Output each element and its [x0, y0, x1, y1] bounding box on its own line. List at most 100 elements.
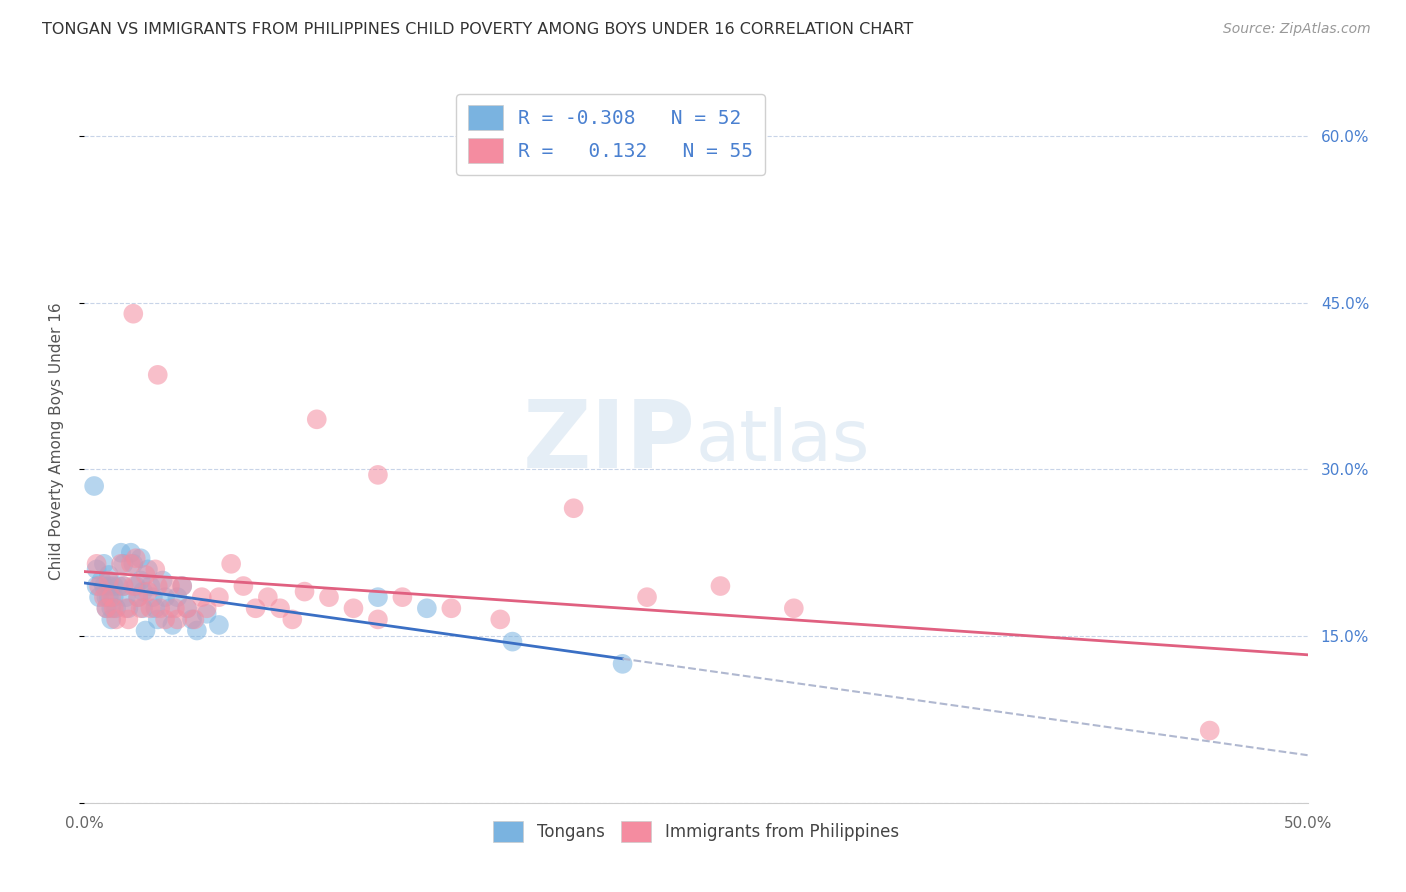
Point: [120, 557, 142, 571]
Point: [195, 601, 218, 615]
Point: [162, 618, 184, 632]
Point: [367, 590, 389, 604]
Point: [117, 612, 139, 626]
Point: [136, 562, 159, 576]
Point: [132, 601, 155, 615]
Point: [93, 579, 115, 593]
Point: [110, 546, 132, 560]
Point: [129, 601, 152, 615]
Point: [232, 579, 254, 593]
Point: [342, 601, 364, 615]
Point: [127, 590, 149, 604]
Point: [139, 601, 162, 615]
Point: [115, 590, 138, 604]
Point: [172, 579, 194, 593]
Point: [132, 584, 155, 599]
Point: [195, 607, 218, 621]
Point: [105, 612, 128, 626]
Point: [502, 634, 524, 648]
Point: [163, 601, 186, 615]
Point: [100, 612, 122, 626]
Point: [149, 601, 172, 615]
Point: [269, 601, 291, 615]
Point: [97, 579, 120, 593]
Point: [87, 590, 110, 604]
Point: [93, 590, 115, 604]
Point: [127, 590, 149, 604]
Point: [86, 557, 108, 571]
Point: [143, 562, 166, 576]
Point: [112, 579, 135, 593]
Point: [103, 601, 125, 615]
Point: [110, 557, 132, 571]
Point: [86, 562, 108, 576]
Point: [1198, 723, 1220, 738]
Point: [139, 579, 162, 593]
Point: [96, 590, 118, 604]
Point: [367, 612, 389, 626]
Point: [122, 557, 145, 571]
Point: [122, 307, 145, 321]
Point: [105, 601, 128, 615]
Point: [294, 584, 316, 599]
Point: [117, 601, 139, 615]
Point: [305, 412, 328, 426]
Y-axis label: Child Poverty Among Boys Under 16: Child Poverty Among Boys Under 16: [49, 302, 63, 581]
Point: [103, 590, 125, 604]
Point: [152, 574, 174, 588]
Point: [115, 601, 138, 615]
Point: [146, 368, 169, 382]
Point: [318, 590, 340, 604]
Point: [219, 557, 242, 571]
Point: [166, 612, 188, 626]
Point: [97, 590, 120, 604]
Point: [159, 601, 181, 615]
Point: [172, 579, 194, 593]
Text: TONGAN VS IMMIGRANTS FROM PHILIPPINES CHILD POVERTY AMONG BOYS UNDER 16 CORRELAT: TONGAN VS IMMIGRANTS FROM PHILIPPINES CH…: [42, 22, 914, 37]
Point: [135, 624, 157, 638]
Point: [129, 574, 152, 588]
Point: [783, 601, 806, 615]
Point: [440, 601, 463, 615]
Point: [83, 479, 105, 493]
Point: [153, 612, 176, 626]
Point: [96, 601, 118, 615]
Point: [183, 612, 205, 626]
Point: [146, 612, 169, 626]
Point: [208, 590, 231, 604]
Point: [146, 579, 169, 593]
Point: [181, 612, 204, 626]
Point: [176, 601, 198, 615]
Point: [97, 568, 120, 582]
Point: [100, 590, 122, 604]
Point: [136, 584, 159, 599]
Point: [166, 590, 188, 604]
Point: [176, 601, 198, 615]
Point: [112, 579, 135, 593]
Point: [125, 551, 148, 566]
Point: [257, 590, 280, 604]
Point: [129, 551, 152, 566]
Point: [143, 601, 166, 615]
Point: [186, 624, 208, 638]
Point: [107, 579, 129, 593]
Point: [281, 612, 304, 626]
Point: [93, 557, 115, 571]
Point: [90, 574, 112, 588]
Point: [112, 557, 135, 571]
Point: [87, 579, 110, 593]
Point: [612, 657, 634, 671]
Point: [135, 568, 157, 582]
Point: [86, 579, 108, 593]
Point: [562, 501, 585, 516]
Text: Source: ZipAtlas.com: Source: ZipAtlas.com: [1223, 22, 1371, 37]
Point: [96, 601, 118, 615]
Point: [489, 612, 512, 626]
Point: [122, 579, 145, 593]
Point: [208, 618, 231, 632]
Point: [100, 601, 122, 615]
Point: [142, 590, 165, 604]
Text: ZIP: ZIP: [523, 395, 696, 488]
Point: [367, 467, 389, 482]
Point: [153, 590, 176, 604]
